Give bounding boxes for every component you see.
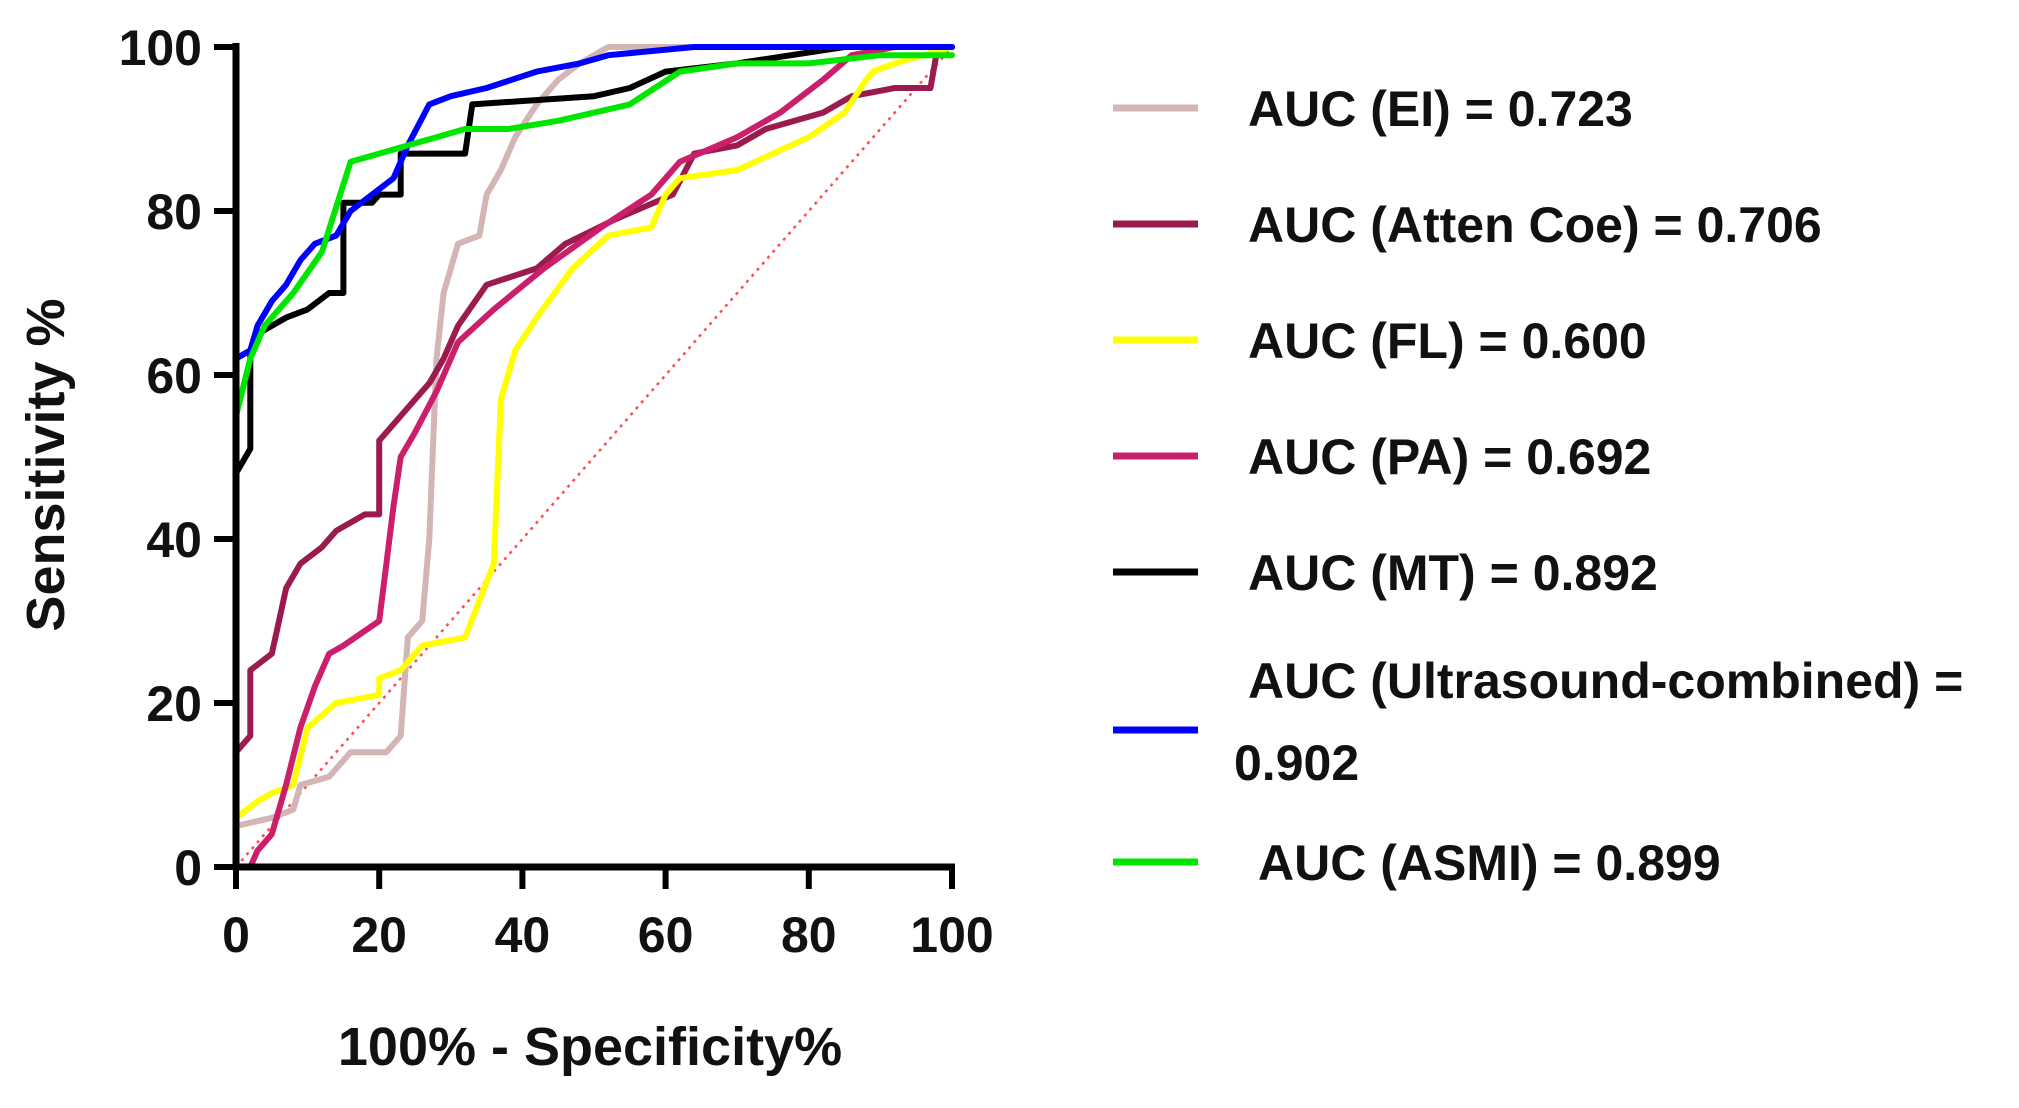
axes: [214, 43, 955, 889]
x-tick-label: 60: [638, 907, 694, 963]
y-tick-label: 80: [146, 184, 202, 240]
reference-diagonal-line: [235, 46, 953, 868]
legend-label-atten-coe: AUC (Atten Coe) = 0.706: [1248, 197, 1822, 253]
x-tick-label: 20: [351, 907, 407, 963]
y-tick-label: 20: [146, 676, 202, 732]
legend-label-ei: AUC (EI) = 0.723: [1248, 81, 1633, 137]
y-axis-title: Sensitivity %: [16, 298, 76, 631]
y-tick-label: 0: [174, 840, 202, 896]
roc-curve-atten-coe: [233, 44, 955, 756]
x-tick-label: 80: [781, 907, 837, 963]
y-tick-label: 40: [146, 512, 202, 568]
legend: AUC (EI) = 0.723 AUC (Atten Coe) = 0.706 A…: [1113, 81, 1963, 891]
roc-curve-pa: [233, 44, 955, 870]
x-axis-title: 100% - Specificity%: [338, 1017, 842, 1077]
x-tick-label: 100: [910, 907, 993, 963]
legend-label-pa: AUC (PA) = 0.692: [1248, 429, 1651, 485]
x-tick-label: 40: [495, 907, 551, 963]
roc-curve-ei: [233, 44, 955, 829]
roc-curve-fl: [233, 44, 955, 821]
x-tick-label: 0: [222, 907, 250, 963]
legend-label-fl: AUC (FL) = 0.600: [1248, 313, 1647, 369]
roc-curve-asmi: [233, 52, 955, 419]
legend-label-mt: AUC (MT) = 0.892: [1248, 545, 1658, 601]
y-tick-label: 100: [119, 20, 202, 76]
legend-label-ultrasound-combined: AUC (Ultrasound-combined) = 0.902: [1234, 653, 1963, 791]
tick-labels: 0 20 40 60 80 100 0 20 40 60 80 100: [119, 20, 994, 963]
y-tick-label: 60: [146, 348, 202, 404]
roc-curve-ultrasound-combined: [233, 44, 955, 477]
legend-label-asmi: AUC (ASMI) = 0.899: [1258, 835, 1721, 891]
roc-curves: [233, 44, 955, 870]
